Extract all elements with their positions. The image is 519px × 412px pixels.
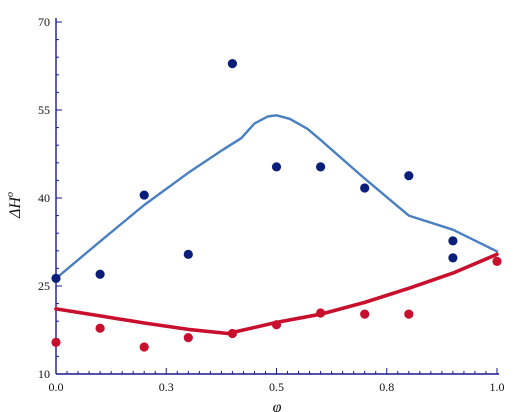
y-axis-title-main: ΔH — [7, 196, 24, 219]
data-point-series-1 — [139, 342, 149, 352]
fit-lines — [54, 114, 499, 336]
data-point-series-0 — [95, 269, 105, 279]
x-tick-label: 0.5 — [269, 380, 284, 394]
data-point-series-1 — [271, 320, 282, 330]
y-tick-label: 40 — [38, 191, 50, 205]
data-point-series-0 — [139, 190, 149, 200]
data-point-series-0 — [316, 162, 326, 172]
tick-labels: 10 25 40 55 70 0.0 0.3 0.5 0.8 1.0 — [38, 15, 505, 394]
data-point-series-0 — [51, 273, 61, 283]
data-point-series-0 — [448, 253, 458, 263]
data-point-series-0 — [360, 183, 370, 193]
y-tick-label: 25 — [38, 279, 50, 293]
y-tick-label: 10 — [38, 367, 50, 381]
y-axis-title: ΔHo — [5, 192, 24, 219]
y-tick-label: 70 — [38, 15, 50, 29]
data-point-series-1 — [183, 333, 193, 343]
fit-line-2 — [54, 114, 499, 280]
data-point-series-0 — [404, 171, 414, 181]
data-point-series-0 — [183, 249, 193, 259]
x-tick-label: 1.0 — [490, 380, 505, 394]
x-tick-label: 0.3 — [159, 380, 174, 394]
data-point-series-1 — [51, 337, 61, 347]
x-axis-title: φ — [273, 399, 282, 412]
data-point-series-1 — [95, 323, 105, 333]
data-points — [51, 59, 502, 352]
data-point-series-1 — [404, 309, 414, 319]
data-point-series-0 — [271, 162, 282, 172]
x-tick-label: 0.8 — [379, 380, 394, 394]
y-tick-label: 55 — [38, 103, 50, 117]
data-point-series-0 — [227, 59, 237, 69]
data-point-series-1 — [227, 328, 237, 339]
y-axis-title-superscript: o — [5, 192, 16, 197]
data-point-series-1 — [316, 308, 326, 318]
data-point-series-1 — [492, 256, 502, 266]
data-point-series-1 — [360, 309, 370, 319]
x-tick-label: 0.0 — [49, 380, 64, 394]
data-point-series-0 — [448, 236, 458, 246]
axes — [55, 18, 499, 375]
